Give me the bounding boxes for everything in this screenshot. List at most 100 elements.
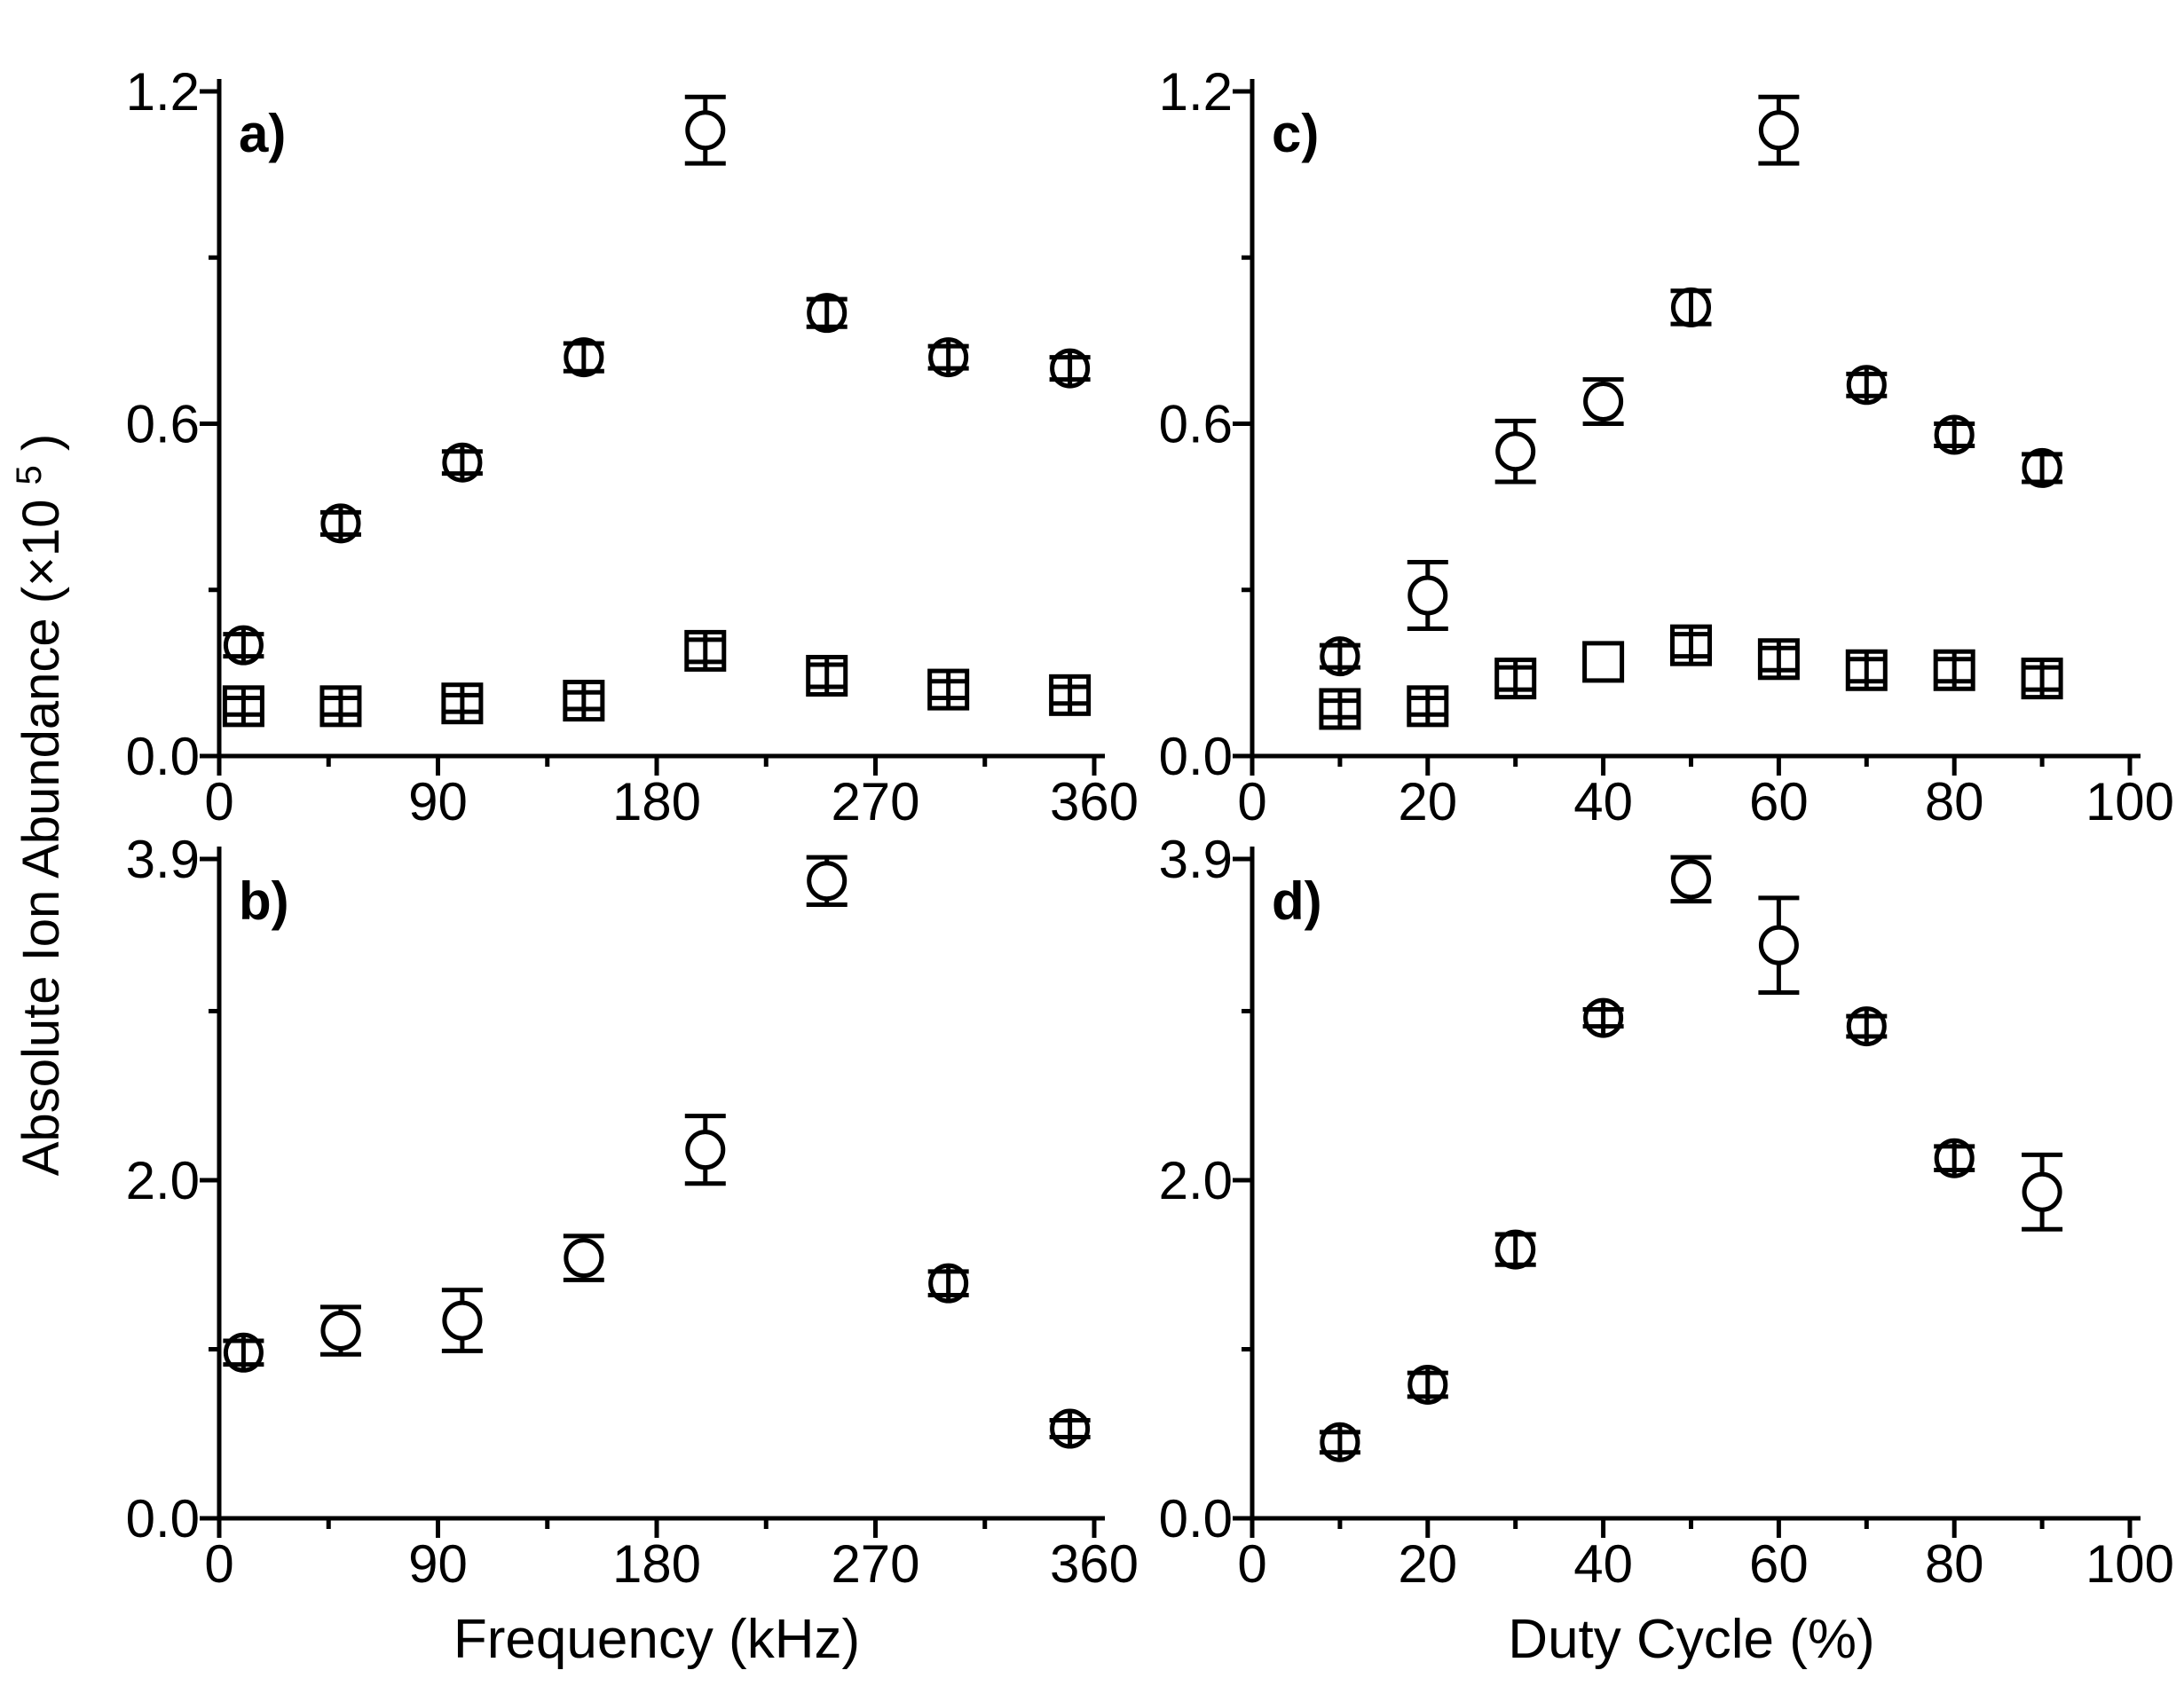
data-point: [1846, 365, 1888, 406]
panel-d: 0 20 40 60 80 100 0.0 2.0 3.9 d): [1159, 830, 2174, 1594]
panel-a-crossed-square-series: [222, 629, 1092, 728]
y-axis-label-superscript: 5: [10, 465, 49, 485]
circle-marker: [1495, 431, 1536, 472]
panel-b-open-circle-series: [223, 855, 1091, 1449]
data-point: [2022, 1152, 2063, 1232]
y-axis-label-close: ): [12, 434, 70, 451]
data-point: [1407, 560, 1448, 631]
data-point: [1845, 649, 1888, 691]
panel-c-crossed-square-series: [1319, 624, 2063, 730]
circle-marker: [1407, 575, 1448, 616]
x-tick-label: 20: [1398, 1534, 1457, 1594]
circle-marker: [1758, 110, 1799, 151]
data-point: [2022, 447, 2063, 488]
circle-marker: [685, 110, 726, 151]
panel-d-open-circle-series: [1319, 855, 2063, 1462]
x-tick-label: 0: [204, 1534, 233, 1594]
x-tick-label: 80: [1925, 772, 1984, 831]
data-point: [441, 1288, 483, 1353]
data-point: [1934, 414, 1975, 455]
data-point: [1494, 418, 1536, 485]
panel-d-axes: 0 20 40 60 80 100 0.0 2.0 3.9: [1159, 830, 2174, 1594]
circle-marker: [1758, 925, 1799, 965]
data-point: [1494, 658, 1537, 700]
data-point: [563, 1233, 604, 1282]
x-tick-label: 40: [1573, 1534, 1633, 1594]
x-tick-label: 60: [1749, 1534, 1809, 1594]
panel-letter-b: b): [239, 871, 289, 931]
data-point: [684, 1114, 726, 1186]
data-point: [223, 1332, 264, 1373]
panel-b: 0 90 180 270 360 0.0 2.0 3.9 b): [126, 830, 1139, 1594]
data-point: [1319, 1422, 1360, 1462]
y-tick-label: 0.0: [126, 727, 200, 786]
y-tick-label: 1.2: [1159, 62, 1233, 122]
y-tick-label: 0.0: [1159, 1489, 1233, 1548]
y-tick-label: 0.6: [1159, 395, 1233, 454]
circle-marker: [1583, 382, 1624, 422]
x-tick-label: 270: [831, 1534, 919, 1594]
panels-group: 0 90 180 270 360 0.0 0.6 1.2 a) 0 90 180 270 360 0.0 2.…: [126, 62, 2174, 1594]
x-tick-label: 0: [1237, 772, 1266, 831]
panel-letter-a: a): [239, 104, 286, 163]
data-point: [563, 337, 604, 378]
data-point: [1049, 1408, 1091, 1449]
data-point: [1319, 688, 1361, 730]
x-tick-label: 180: [612, 772, 701, 831]
x-axis-label-frequency: Frequency (kHz): [453, 1609, 860, 1670]
data-point: [1933, 649, 1975, 691]
panel-c: 0 20 40 60 80 100 0.0 0.6 1.2 c): [1159, 62, 2174, 831]
x-tick-label: 60: [1749, 772, 1809, 831]
x-tick-label: 360: [1050, 772, 1139, 831]
data-point: [1407, 1364, 1448, 1405]
data-point: [1319, 636, 1360, 677]
x-tick-label: 90: [408, 1534, 468, 1594]
data-point: [1670, 855, 1712, 904]
data-point: [927, 1263, 969, 1304]
data-point: [1407, 685, 1449, 728]
data-point: [1049, 348, 1091, 389]
x-tick-label: 0: [1237, 1534, 1266, 1594]
data-point: [1670, 624, 1712, 666]
square-marker: [1582, 641, 1625, 683]
data-point: [1670, 287, 1712, 327]
circle-marker: [1671, 859, 1711, 900]
data-point: [441, 442, 483, 483]
x-tick-label: 180: [612, 1534, 701, 1594]
data-point: [1757, 638, 1800, 681]
data-point: [1758, 94, 1800, 166]
panel-c-axes: 0 20 40 60 80 100 0.0 0.6 1.2: [1159, 62, 2174, 831]
data-point: [1758, 895, 1800, 996]
x-tick-label: 0: [204, 772, 233, 831]
circle-marker: [442, 1300, 483, 1341]
data-point: [1846, 1006, 1888, 1047]
x-tick-label: 100: [2085, 1534, 2174, 1594]
data-point: [223, 625, 264, 666]
circle-marker: [2022, 1171, 2062, 1212]
data-point: [1582, 997, 1624, 1038]
circle-marker: [685, 1130, 726, 1170]
panel-c-open-circle-series: [1319, 94, 2063, 677]
panel-letter-d: d): [1272, 871, 1322, 931]
data-point: [222, 685, 264, 728]
data-point: [684, 629, 727, 672]
x-tick-label: 20: [1398, 772, 1457, 831]
x-tick-label: 90: [408, 772, 468, 831]
data-point: [319, 503, 361, 544]
x-tick-label: 80: [1925, 1534, 1984, 1594]
data-point: [927, 337, 969, 378]
y-axis-label: Absolute Ion Abundance (×10 5 ): [0, 434, 70, 1177]
data-point: [1494, 1229, 1536, 1270]
x-tick-label: 100: [2085, 772, 2174, 831]
data-point: [319, 685, 362, 728]
data-point: [1934, 1138, 1975, 1178]
data-point: [684, 94, 726, 166]
y-tick-label: 0.0: [1159, 727, 1233, 786]
data-point: [1582, 641, 1625, 683]
panel-b-axes: 0 90 180 270 360 0.0 2.0 3.9: [126, 830, 1139, 1594]
data-point: [806, 654, 848, 697]
data-point: [806, 855, 848, 907]
y-tick-label: 3.9: [126, 830, 200, 889]
